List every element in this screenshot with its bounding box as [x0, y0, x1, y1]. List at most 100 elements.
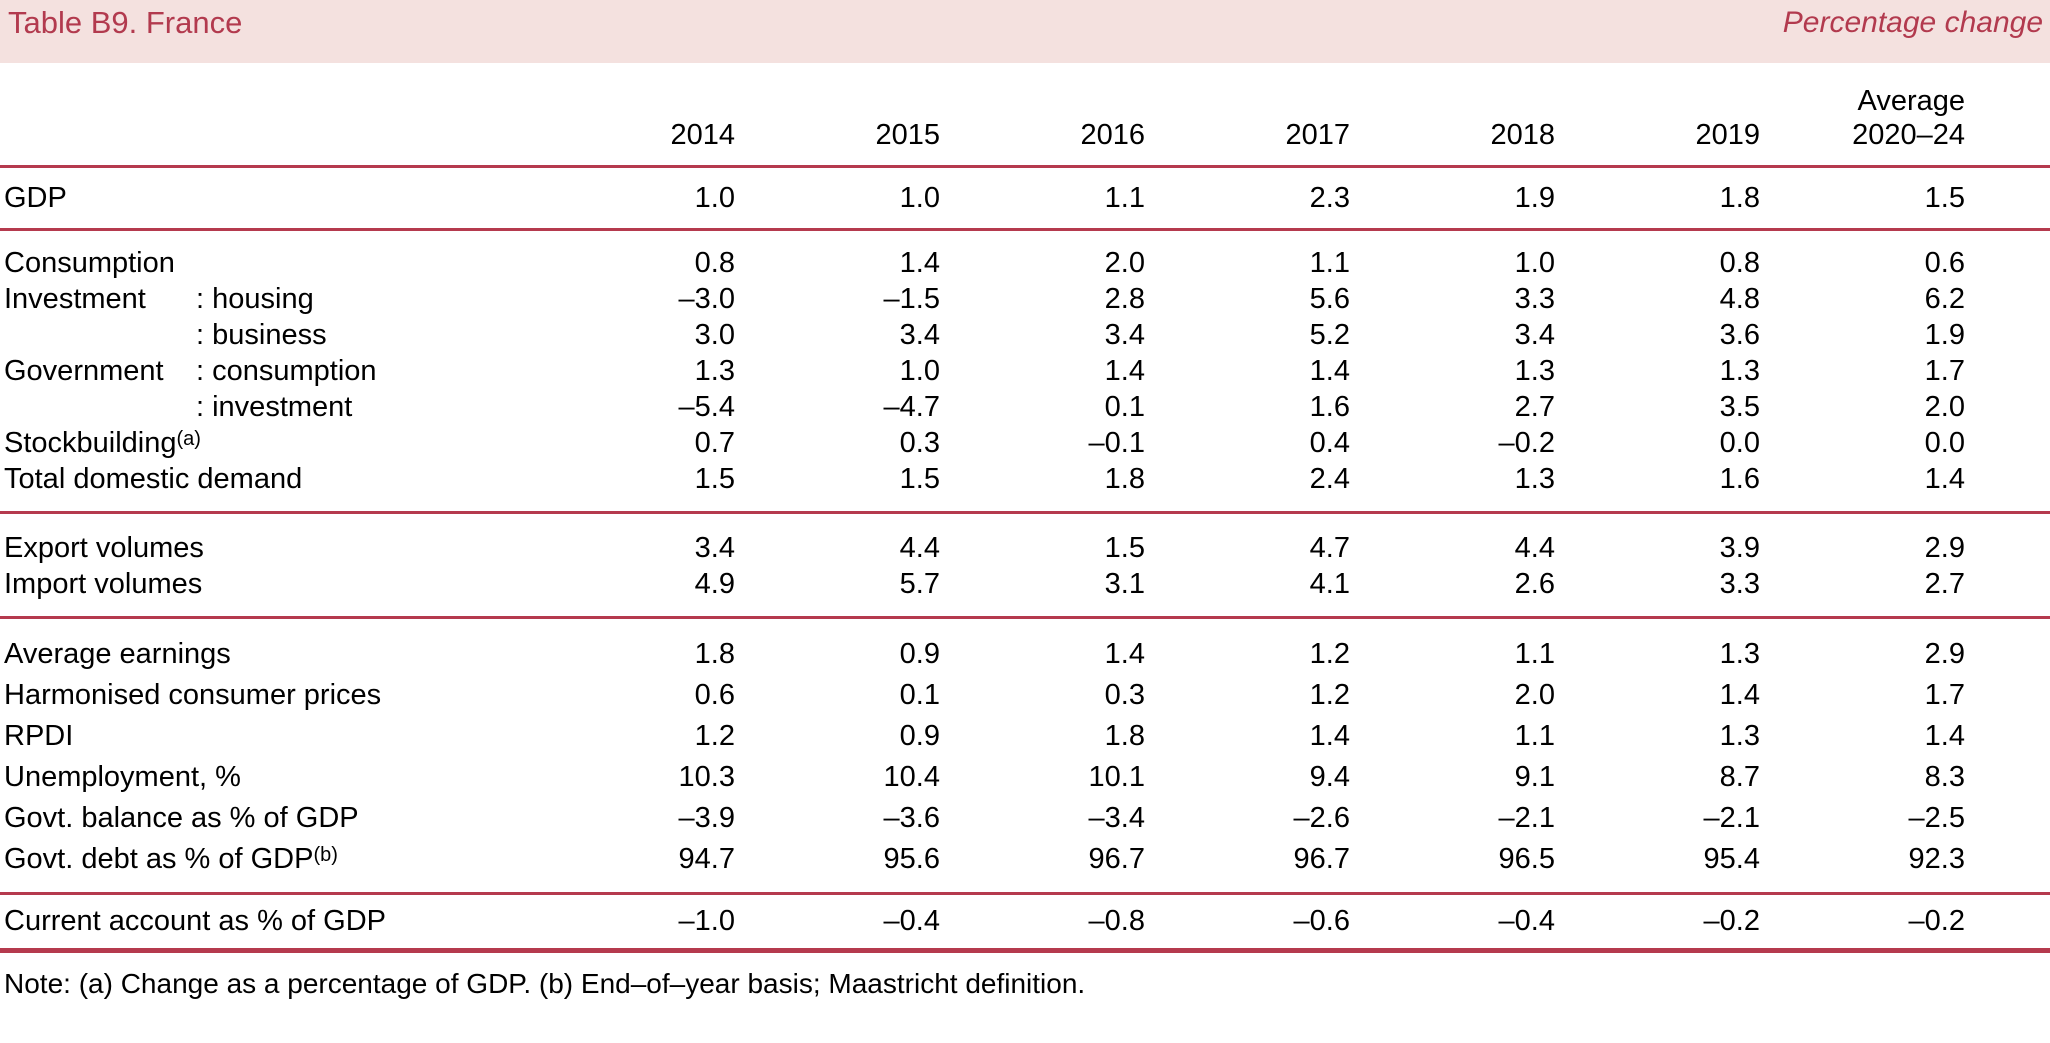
value-cell: 3.4 — [1514, 318, 1555, 351]
value-cell: –1.5 — [883, 282, 940, 315]
row-label-text: GDP — [4, 181, 67, 214]
row-label-text: Total domestic demand — [4, 462, 303, 495]
table-row: : investment –5.4 –4.7 0.1 1.6 2.7 3.5 2.0 — [0, 389, 2050, 425]
value-cell: 1.0 — [899, 354, 940, 387]
footnote: Note: (a) Change as a percentage of GDP.… — [4, 968, 1086, 999]
row-label-prefix: Government — [4, 354, 164, 387]
row-label: Consumption — [0, 247, 530, 280]
row-label: Current account as % of GDP — [0, 905, 530, 938]
row-label: : investment — [0, 391, 530, 424]
row-label: RPDI — [0, 720, 530, 753]
value-cell: 1.4 — [1104, 354, 1145, 387]
value-cell: 1.4 — [899, 246, 940, 279]
row-label-text: Current account as % of GDP — [4, 905, 386, 937]
value-cell: –3.9 — [678, 802, 735, 834]
value-cell: 1.1 — [1514, 638, 1555, 670]
value-cell: 94.7 — [678, 843, 735, 875]
table-row: Import volumes 4.9 5.7 3.1 4.1 2.6 3.3 2.7 — [0, 566, 2050, 602]
value-cell: –2.1 — [1498, 802, 1555, 834]
value-cell: 0.9 — [899, 720, 940, 752]
value-cell: 2.0 — [1104, 246, 1145, 279]
value-cell: 4.4 — [899, 531, 940, 564]
table-row: Export volumes 3.4 4.4 1.5 4.7 4.4 3.9 2.9 — [0, 530, 2050, 566]
value-cell: –3.4 — [1088, 802, 1145, 834]
column-headers: 2014 2015 2016 2017 2018 2019 Average 2020–24 — [0, 63, 2050, 165]
value-cell: 2.3 — [1309, 181, 1350, 214]
value-cell: 1.5 — [1924, 181, 1965, 214]
table-section-3: Average earnings 1.8 0.9 1.4 1.2 1.1 1.3 2.9 Har… — [0, 616, 2050, 892]
value-cell: –0.8 — [1088, 905, 1145, 937]
value-cell: –0.1 — [1088, 426, 1145, 459]
value-cell: 0.1 — [1104, 390, 1145, 423]
row-label-text: Import volumes — [4, 567, 203, 600]
value-cell: 2.9 — [1924, 531, 1965, 564]
value-cell: –2.1 — [1703, 802, 1760, 834]
value-cell: 1.3 — [1719, 354, 1760, 387]
value-cell: 95.6 — [883, 843, 940, 875]
value-cell: 3.4 — [694, 531, 735, 564]
value-cell: –2.5 — [1908, 802, 1965, 834]
row-label: Investment: housing — [0, 283, 530, 316]
row-label-text: Govt. balance as % of GDP — [4, 802, 359, 834]
table-row: Stockbuilding(a) 0.7 0.3 –0.1 0.4 –0.2 0.0 0.0 — [0, 425, 2050, 461]
value-cell: 0.1 — [899, 679, 940, 711]
value-cell: 0.3 — [899, 426, 940, 459]
table-section-0: GDP 1.0 1.0 1.1 2.3 1.9 1.8 1.5 — [0, 165, 2050, 228]
value-cell: 5.6 — [1309, 282, 1350, 315]
table-row: Consumption 0.8 1.4 2.0 1.1 1.0 0.8 0.6 — [0, 245, 2050, 281]
row-label-text: Harmonised consumer prices — [4, 679, 382, 711]
column-header-2016: 2016 — [1080, 119, 1145, 151]
table-row: Unemployment, % 10.3 10.4 10.1 9.4 9.1 8.7 8.3 — [0, 757, 2050, 798]
value-cell: 0.7 — [694, 426, 735, 459]
value-cell: 2.8 — [1104, 282, 1145, 315]
value-cell: 1.9 — [1924, 318, 1965, 351]
row-label-text: Consumption — [4, 246, 175, 279]
table-row: Government: consumption 1.3 1.0 1.4 1.4 1.3 1.… — [0, 353, 2050, 389]
value-cell: 10.4 — [883, 761, 940, 793]
value-cell: 1.8 — [694, 638, 735, 670]
table-row: Investment: housing –3.0 –1.5 2.8 5.6 3.3 4.8 6… — [0, 281, 2050, 317]
value-cell: 1.4 — [1104, 638, 1145, 670]
value-cell: 1.4 — [1924, 720, 1965, 752]
value-cell: 1.2 — [1309, 679, 1350, 711]
table-subtitle: Percentage change — [1782, 6, 2043, 39]
value-cell: 92.3 — [1908, 843, 1965, 875]
value-cell: 0.4 — [1309, 426, 1350, 459]
value-cell: 96.5 — [1498, 843, 1555, 875]
value-cell: 1.3 — [1719, 720, 1760, 752]
column-header-average-2020-24: Average 2020–24 — [1760, 84, 1965, 165]
value-cell: 3.4 — [899, 318, 940, 351]
value-cell: 1.0 — [1514, 246, 1555, 279]
value-cell: 1.4 — [1924, 462, 1965, 495]
table-row: Harmonised consumer prices 0.6 0.1 0.3 1.2 2.… — [0, 675, 2050, 716]
average-label: Average — [1857, 85, 1966, 117]
value-cell: –4.7 — [883, 390, 940, 423]
value-cell: 3.3 — [1719, 567, 1760, 600]
value-cell: 1.6 — [1309, 390, 1350, 423]
value-cell: 2.0 — [1514, 679, 1555, 711]
row-label: Average earnings — [0, 638, 530, 671]
row-label: Export volumes — [0, 532, 530, 565]
row-label: Govt. debt as % of GDP(b) — [0, 843, 530, 876]
footnote-marker: (a) — [176, 427, 201, 450]
value-cell: 2.7 — [1924, 567, 1965, 600]
table-section-1: Consumption 0.8 1.4 2.0 1.1 1.0 0.8 0.6 Investme… — [0, 228, 2050, 511]
value-cell: 2.7 — [1514, 390, 1555, 423]
row-label-sub: : business — [196, 318, 327, 351]
value-cell: –1.0 — [678, 905, 735, 937]
row-label-header-spacer — [0, 152, 530, 165]
value-cell: 4.9 — [694, 567, 735, 600]
row-label-sub: : investment — [196, 390, 353, 423]
value-cell: –2.6 — [1293, 802, 1350, 834]
value-cell: 1.1 — [1309, 246, 1350, 279]
value-cell: 1.3 — [694, 354, 735, 387]
value-cell: 9.4 — [1309, 761, 1350, 793]
row-label: Total domestic demand — [0, 463, 530, 496]
table-row: Average earnings 1.8 0.9 1.4 1.2 1.1 1.3 2.9 — [0, 634, 2050, 675]
column-header-2017: 2017 — [1285, 119, 1350, 151]
value-cell: –0.2 — [1703, 905, 1760, 937]
table-row: : business 3.0 3.4 3.4 5.2 3.4 3.6 1.9 — [0, 317, 2050, 353]
table-title: Table B9. France — [8, 5, 243, 40]
value-cell: 10.1 — [1088, 761, 1145, 793]
value-cell: 0.0 — [1719, 426, 1760, 459]
